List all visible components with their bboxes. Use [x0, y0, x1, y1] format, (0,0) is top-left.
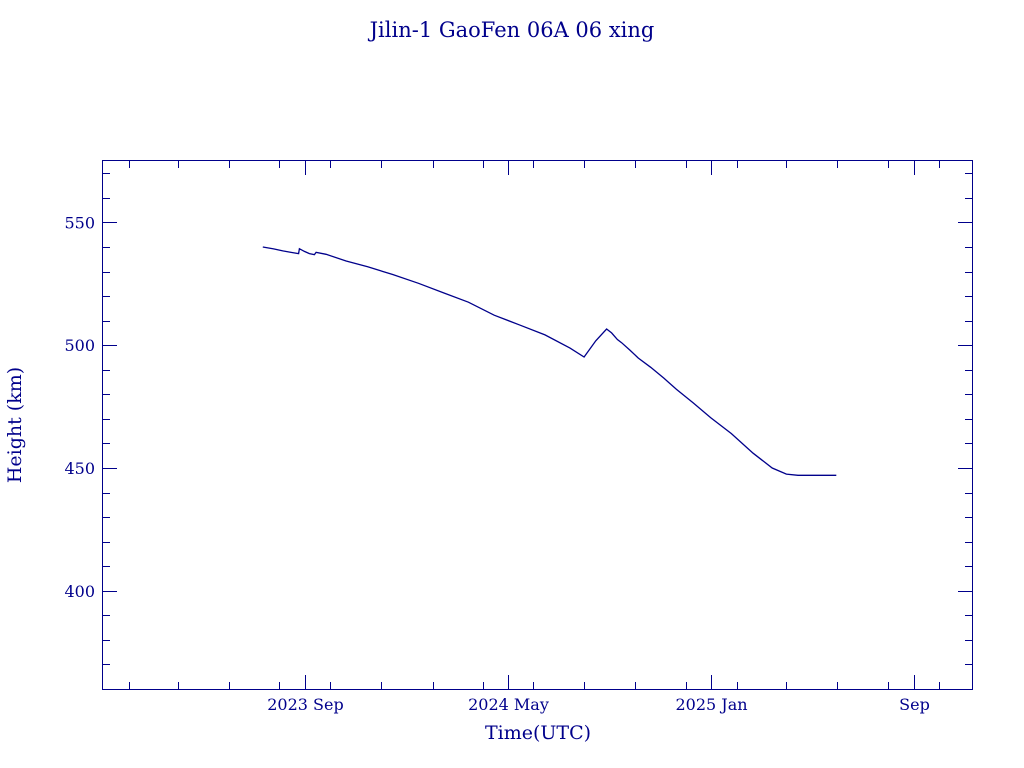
chart-title: Jilin-1 GaoFen 06A 06 xing — [368, 18, 655, 42]
x-tick-label: Sep — [899, 695, 930, 714]
x-tick-label: 2023 Sep — [267, 695, 343, 714]
axis-ticks — [103, 161, 972, 689]
y-tick-label: 500 — [64, 336, 95, 355]
plot-frame — [102, 160, 973, 690]
x-axis-label: Time(UTC) — [485, 722, 591, 744]
tick-labels: 400 450 500 550 2023 Sep 2024 May 2025 Jan Sep — [64, 213, 929, 714]
y-axis-label: Height (km) — [4, 367, 26, 483]
x-tick-label: 2025 Jan — [675, 695, 747, 714]
y-tick-label: 550 — [64, 213, 95, 232]
y-tick-label: 400 — [64, 582, 95, 601]
x-tick-label: 2024 May — [468, 695, 549, 714]
series-line — [262, 246, 837, 476]
y-tick-label: 450 — [64, 459, 95, 478]
